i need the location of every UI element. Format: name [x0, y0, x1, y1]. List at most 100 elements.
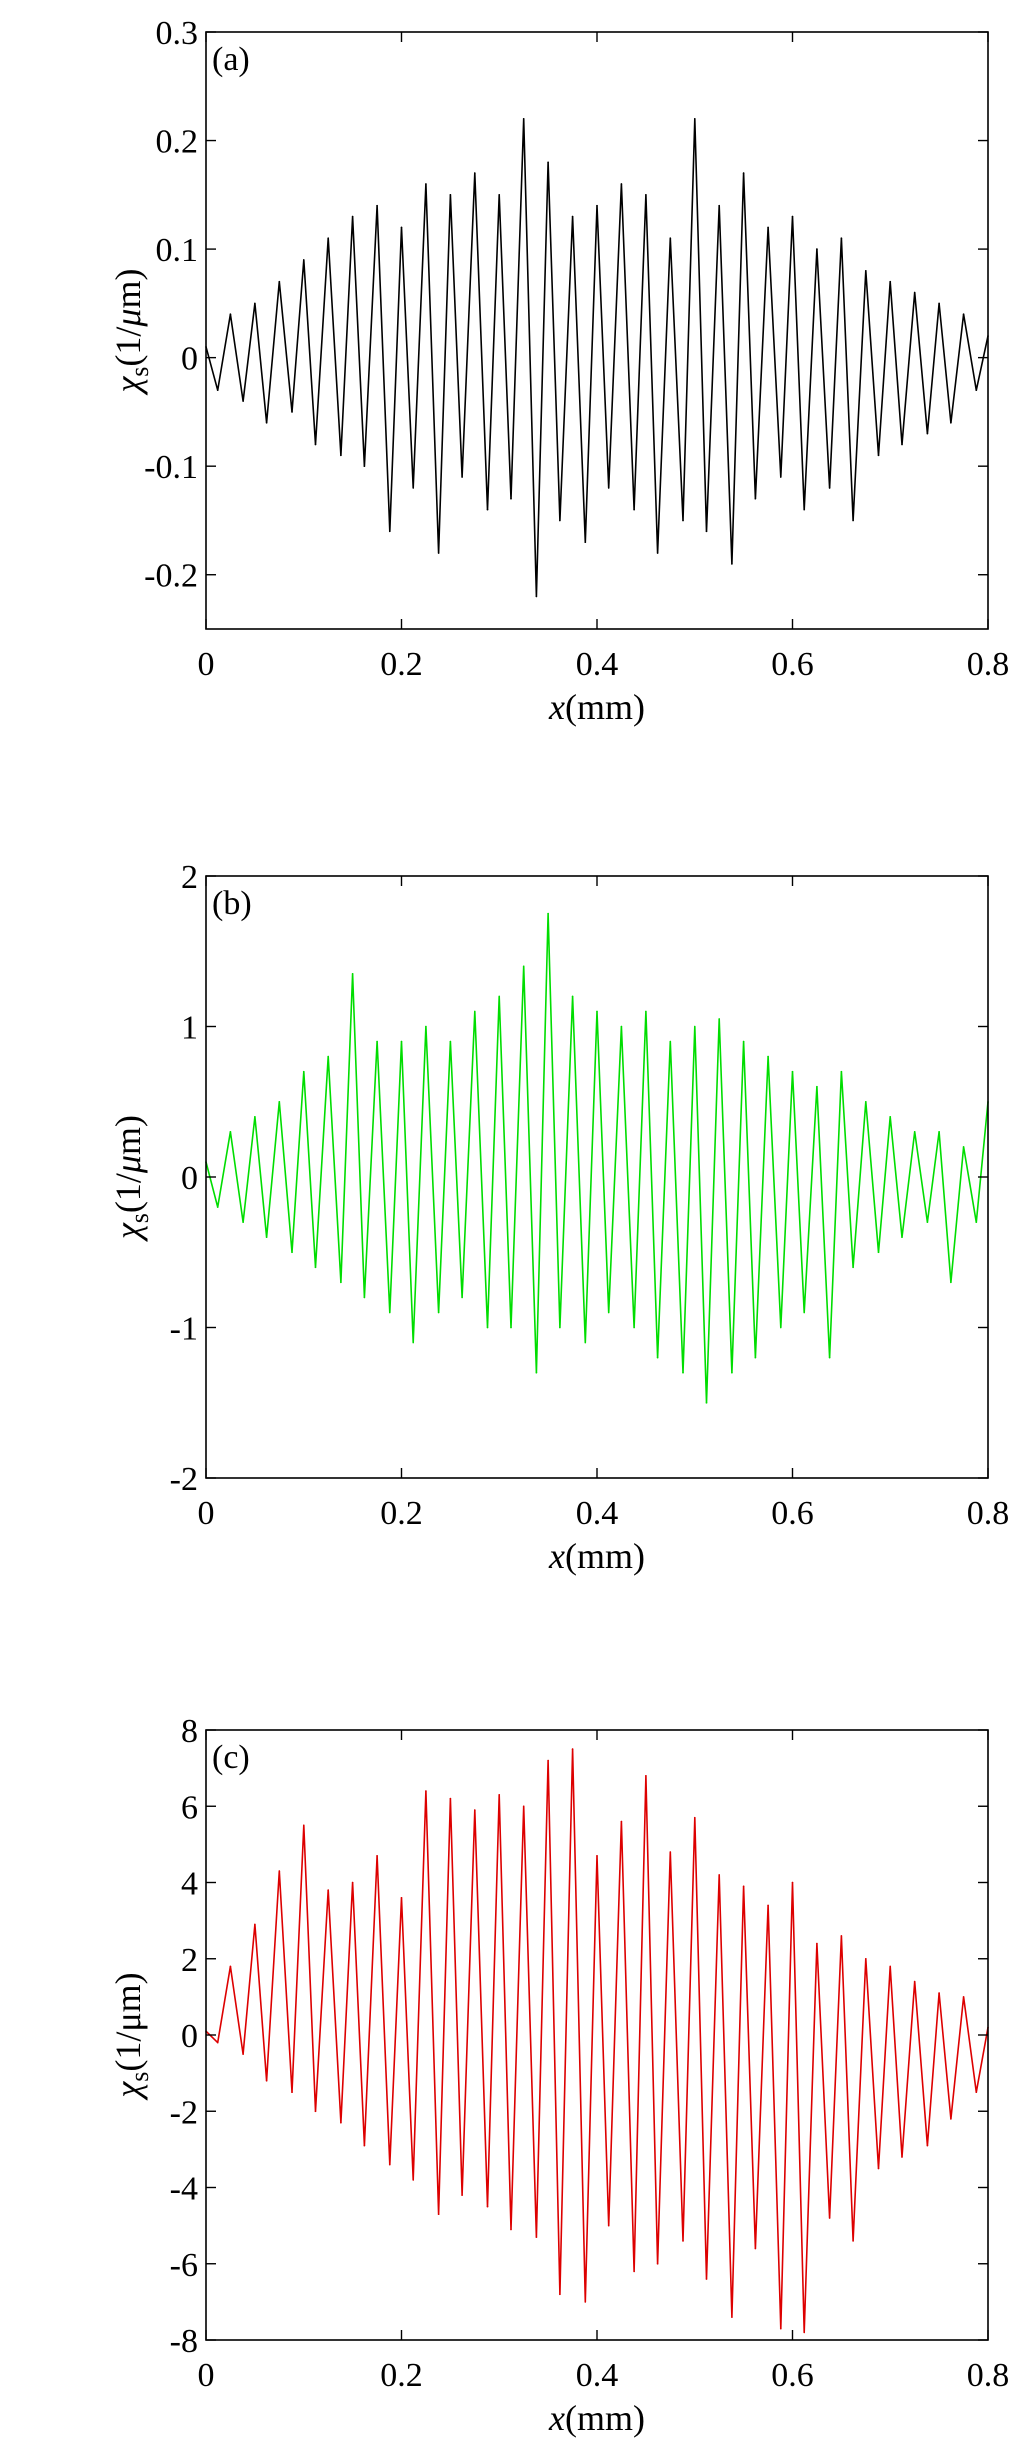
data-point	[547, 912, 549, 915]
data-point	[669, 1851, 672, 1853]
data-point	[938, 1131, 940, 1133]
data-point	[278, 1100, 281, 1103]
data-point	[376, 204, 378, 207]
data-point	[278, 280, 281, 283]
data-point	[962, 1146, 965, 1148]
data-point	[791, 1881, 794, 1884]
y-tick-label: 4	[181, 1866, 198, 1903]
data-point	[340, 454, 342, 457]
y-tick-label: 0.1	[156, 232, 199, 269]
data-point	[437, 1311, 440, 1314]
data-point	[693, 1025, 696, 1028]
data-point	[962, 313, 965, 316]
chart-panel-a: 0 0.2 0.4 0.6 0.8 -0.2 -0.1 0 0.1 0.2 0.3 (a) x(mm) χ…	[108, 15, 1009, 727]
data-point	[486, 508, 489, 511]
data-point	[828, 487, 831, 489]
y-axis-label: χs(1/μm)	[108, 1115, 154, 1242]
data-point	[767, 1055, 769, 1058]
axes-frame	[205, 875, 989, 1479]
x-axis-label: x(mm)	[548, 2398, 645, 2438]
data-point	[388, 530, 391, 533]
y-tick-label: -1	[170, 1311, 198, 1348]
data-point	[376, 1040, 378, 1043]
data-point	[461, 2194, 463, 2196]
data-point	[962, 1996, 965, 1998]
data-point	[559, 519, 561, 522]
data-point	[731, 2316, 733, 2318]
data-point	[400, 1040, 403, 1043]
y-tick-label: 0	[181, 2018, 198, 2055]
x-axis-label: x(mm)	[548, 687, 645, 727]
data-point	[803, 508, 806, 511]
y-tick-label: 0.3	[156, 15, 199, 52]
data-point	[461, 1296, 463, 1299]
data-point	[425, 183, 427, 185]
data-point	[510, 497, 512, 500]
data-point	[596, 1855, 598, 1857]
data-point	[474, 1010, 476, 1013]
data-point	[242, 1221, 244, 1223]
data-point	[975, 2091, 978, 2093]
data-point	[950, 2118, 952, 2120]
series-line-0	[205, 912, 989, 1404]
y-axis-label-unit-close: m)	[108, 1115, 148, 1155]
data-point	[645, 1010, 647, 1013]
data-point	[913, 291, 916, 294]
data-point	[437, 552, 440, 554]
data-point	[877, 1251, 880, 1254]
data-point	[865, 270, 867, 272]
data-point	[901, 2156, 903, 2158]
data-point	[265, 421, 268, 424]
data-point	[803, 2331, 806, 2334]
y-axis-label-unit-open: (1/	[108, 2032, 148, 2072]
data-point	[498, 1794, 501, 1796]
data-point	[486, 2205, 489, 2208]
data-point	[767, 226, 769, 229]
y-tick-label: 2	[181, 1942, 198, 1979]
data-point	[840, 1935, 843, 1937]
data-point	[877, 454, 880, 457]
y-axis-label-subscript: s	[125, 1213, 154, 1223]
data-point	[767, 1904, 769, 1907]
data-point	[705, 2278, 708, 2280]
data-point	[791, 215, 794, 218]
y-axis-label-unit-close: m)	[108, 268, 148, 308]
data-point	[742, 172, 745, 174]
y-tick-label: 1	[181, 1010, 198, 1047]
data-point	[596, 1010, 598, 1013]
data-point	[498, 995, 501, 998]
data-point	[425, 1025, 427, 1028]
data-point	[693, 118, 696, 120]
data-point	[889, 280, 892, 283]
data-point	[633, 2270, 635, 2273]
data-point	[474, 1809, 476, 1811]
data-point	[216, 389, 219, 392]
data-point	[682, 1371, 684, 1374]
panel-label: (c)	[212, 1739, 250, 1776]
x-tick-label: 0.6	[771, 1495, 814, 1532]
data-point	[975, 389, 978, 392]
data-point	[522, 1805, 525, 1808]
data-point	[571, 995, 574, 998]
y-axis-label-unit-open: (1/	[108, 1173, 148, 1213]
x-tick-label: 0.2	[380, 1495, 423, 1532]
y-tick-label: -8	[170, 2323, 198, 2360]
data-point	[340, 2121, 342, 2124]
data-point	[547, 161, 549, 164]
data-point	[412, 487, 415, 489]
x-axis-label-unit: (mm)	[565, 687, 645, 727]
data-point	[584, 2301, 587, 2303]
y-tick-label: -2	[170, 2094, 198, 2131]
data-point	[351, 973, 354, 975]
data-point	[607, 1311, 610, 1314]
data-point	[291, 411, 293, 413]
y-axis-label: χs(1/μm)	[108, 1972, 154, 2100]
data-point	[828, 1356, 831, 1359]
y-tick-label: 0.2	[156, 124, 199, 161]
data-point	[314, 1266, 317, 1269]
data-point	[265, 1236, 268, 1238]
x-tick-label: 0.8	[967, 646, 1010, 683]
data-point	[412, 1341, 415, 1344]
data-point	[596, 204, 598, 207]
